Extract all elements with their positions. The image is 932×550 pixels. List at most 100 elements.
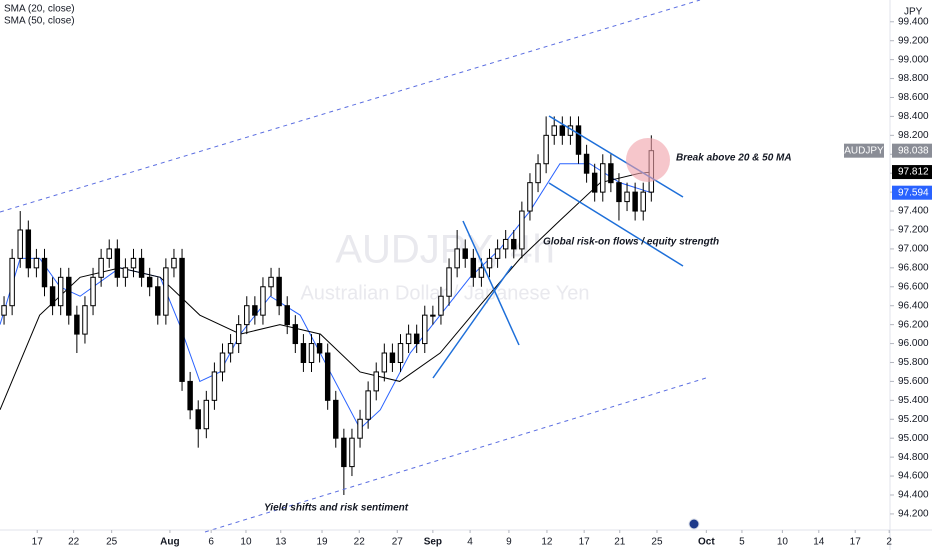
candle-body xyxy=(486,257,493,269)
candle-body xyxy=(9,257,15,307)
candle-body xyxy=(82,305,88,335)
y-tick-label: 96.000 xyxy=(898,338,929,349)
price-tag-box xyxy=(892,143,932,158)
candle-body xyxy=(454,248,460,269)
candle-body xyxy=(146,276,153,288)
sma-tag: 97.594 xyxy=(898,187,929,198)
candle-body xyxy=(583,153,590,174)
y-tick-label: 99.000 xyxy=(898,54,929,65)
candle-body xyxy=(381,352,388,373)
candle-body xyxy=(324,352,331,401)
candle-body xyxy=(349,437,355,468)
candle-body xyxy=(470,257,477,278)
price-tag-name: AUDJPY xyxy=(844,145,884,156)
candle-body xyxy=(227,343,234,354)
x-tick-label: 14 xyxy=(813,537,825,548)
y-tick-label: 95.400 xyxy=(898,395,929,406)
x-tick-label: 5 xyxy=(739,537,745,548)
y-tick-label: 98.400 xyxy=(898,111,929,122)
watermark-subtitle: Australian Dollar / Japanese Yen xyxy=(300,282,589,304)
candle-body xyxy=(600,163,606,193)
candle-body xyxy=(502,238,509,250)
candle-body xyxy=(1,305,7,316)
candle-body xyxy=(98,257,104,278)
y-tick-label: 98.800 xyxy=(898,73,929,84)
candle-body xyxy=(211,371,218,401)
candle-body xyxy=(155,286,161,316)
candle-body xyxy=(397,343,404,363)
candle-body xyxy=(195,409,201,430)
candle-body xyxy=(106,248,112,259)
candle-body xyxy=(276,276,282,307)
candle-body xyxy=(163,267,169,316)
y-tick-label: 96.800 xyxy=(898,262,929,273)
candle-body xyxy=(624,191,630,203)
y-tick-label: 99.200 xyxy=(898,35,929,46)
y-tick-label: 99.400 xyxy=(898,16,929,27)
y-tick-label: 95.600 xyxy=(898,376,929,387)
candle-body xyxy=(25,229,32,269)
candle-body xyxy=(462,248,468,259)
candle-body xyxy=(519,210,525,250)
y-tick-label: 95.000 xyxy=(898,433,929,444)
candle-body xyxy=(300,343,307,363)
candle-body xyxy=(252,305,258,316)
candle-body xyxy=(33,257,40,269)
candle-body xyxy=(413,333,420,345)
y-tick-label: 96.200 xyxy=(898,319,929,330)
y-tick-label: 95.800 xyxy=(898,357,929,368)
candle-body xyxy=(551,125,557,136)
candle-body xyxy=(235,324,242,345)
candle-body xyxy=(640,191,646,212)
plot-area xyxy=(0,116,655,495)
y-tick-label: 98.200 xyxy=(898,130,929,141)
x-tick-label: 17 xyxy=(579,537,591,548)
x-tick-label: 19 xyxy=(316,537,328,548)
x-tick-label: Aug xyxy=(160,537,179,548)
y-tick-label: 94.600 xyxy=(898,471,929,482)
annotation: Break above 20 & 50 MA xyxy=(676,153,792,164)
sma-tag: 97.812 xyxy=(898,167,929,178)
currency: JPY xyxy=(904,7,923,18)
candle-body xyxy=(543,134,549,165)
candle-body xyxy=(316,343,323,354)
candle-body xyxy=(268,276,274,288)
price-tag-name-box xyxy=(844,143,884,158)
sma-tag-box xyxy=(892,165,932,180)
y-tick-label: 96.600 xyxy=(898,281,929,292)
y-tick-label: 95.200 xyxy=(898,414,929,425)
x-tick-label: 12 xyxy=(541,537,553,548)
x-tick-label: Sep xyxy=(424,537,442,548)
legend-entry: SMA (50, close) xyxy=(4,16,75,27)
candle-body xyxy=(575,125,582,155)
candle-body xyxy=(292,324,299,345)
watermark-title: AUDJPY, 4h xyxy=(335,228,554,272)
annotation: Yield shifts and risk sentiment xyxy=(264,503,409,514)
candle-body xyxy=(365,390,371,420)
candle-body xyxy=(373,371,379,392)
candle-body xyxy=(122,267,129,278)
x-tick-label: 25 xyxy=(651,537,663,548)
y-tick-label: 94.800 xyxy=(898,452,929,463)
highlight-circle xyxy=(626,138,670,182)
sma-tag-box xyxy=(892,185,932,200)
candle-body xyxy=(494,248,501,259)
candle-body xyxy=(187,380,193,411)
candle-body xyxy=(17,229,23,259)
candle-body xyxy=(389,352,396,363)
candle-body xyxy=(608,163,614,184)
y-tick-label: 94.400 xyxy=(898,490,929,501)
candle-body xyxy=(632,191,638,212)
candle-body xyxy=(244,305,250,326)
candle-body xyxy=(74,314,80,335)
candle-body xyxy=(430,314,436,317)
candle-body xyxy=(130,257,137,269)
x-tick-label: Oct xyxy=(698,537,715,548)
event-icon[interactable] xyxy=(688,518,700,530)
channel-line xyxy=(0,0,701,213)
candle-body xyxy=(284,305,290,326)
y-tick-label: 94.200 xyxy=(898,509,929,520)
candle-body xyxy=(591,172,598,193)
x-tick-label: 10 xyxy=(240,537,252,548)
